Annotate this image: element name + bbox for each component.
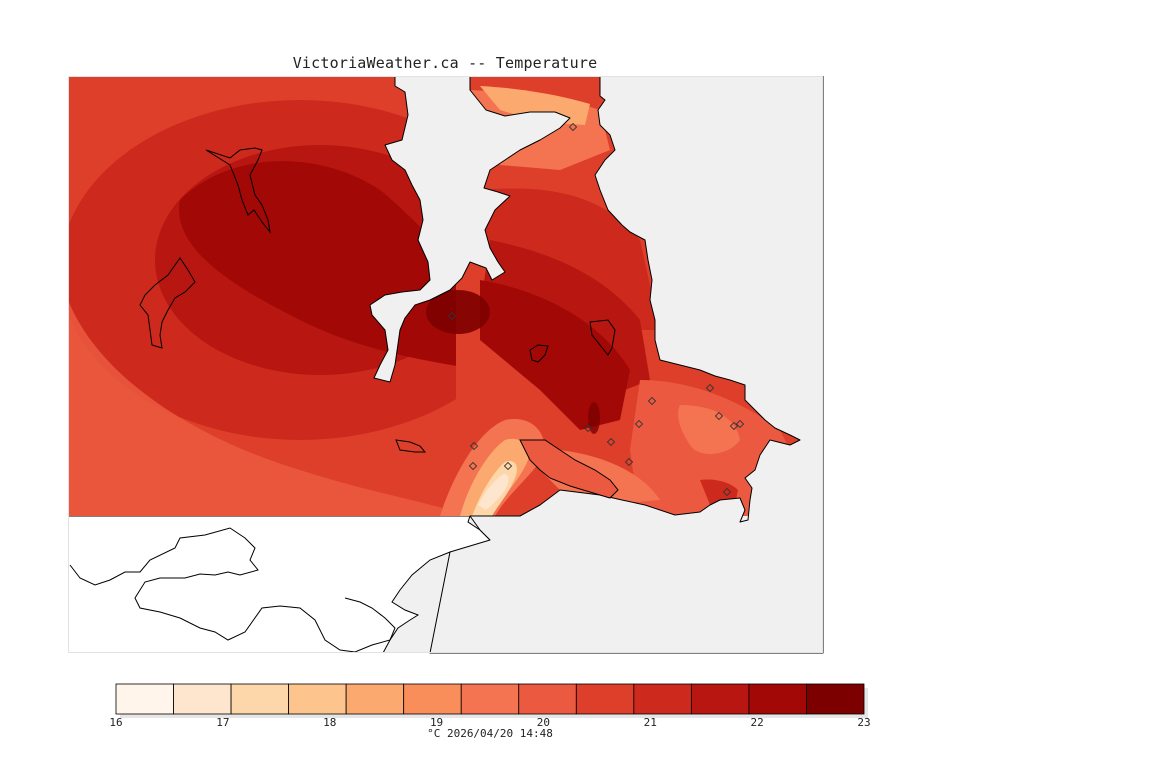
legend-bin-8 <box>518 683 577 715</box>
station-marker-13 <box>729 421 739 431</box>
legend-tick-22: 22 <box>751 716 764 726</box>
station-marker-11 <box>705 383 715 393</box>
juan-de-fuca-strait <box>519 439 619 499</box>
station-marker-8 <box>624 457 634 467</box>
station-marker-15 <box>722 487 732 497</box>
lakes <box>139 147 616 453</box>
legend-tick-16: 16 <box>110 716 123 726</box>
map-frame <box>68 76 823 653</box>
legend-bin-3 <box>230 683 290 715</box>
legend-bin-1 <box>115 683 174 715</box>
legend-bin-7 <box>460 683 520 715</box>
legend-bin-12 <box>748 683 807 715</box>
station-marker-6 <box>583 423 593 433</box>
station-marker-4 <box>468 461 478 471</box>
legend-bin-2 <box>173 683 232 715</box>
sea-areas <box>369 76 571 383</box>
legend-bin-5 <box>345 683 405 715</box>
legend-bin-4 <box>288 683 347 715</box>
station-marker-5 <box>503 461 513 471</box>
station-marker-9 <box>634 419 644 429</box>
haro-strait <box>429 76 824 654</box>
legend-tick-20: 20 <box>537 716 550 726</box>
temperature-map <box>68 76 824 654</box>
legend-tick-21: 21 <box>644 716 657 726</box>
station-marker-10 <box>647 396 657 406</box>
legend-tick-17: 17 <box>216 716 229 726</box>
station-marker-3 <box>469 441 479 451</box>
legend-bin-11 <box>690 683 750 715</box>
legend-tick-19: 19 <box>430 716 443 726</box>
legend-bin-9 <box>575 683 635 715</box>
legend-bin-10 <box>633 683 692 715</box>
legend-ticks: 16 17 18 19 20 21 22 23 <box>110 716 871 726</box>
station-marker-14 <box>735 419 745 429</box>
legend-tick-18: 18 <box>323 716 336 726</box>
legend-bin-6 <box>403 683 462 715</box>
station-marker-7 <box>606 437 616 447</box>
station-marker-12 <box>714 411 724 421</box>
station-markers <box>447 122 745 497</box>
legend-tick-23: 23 <box>857 716 870 726</box>
chart-title: VictoriaWeather.ca -- Temperature <box>292 54 598 72</box>
legend-bins <box>115 683 865 715</box>
station-marker-1 <box>447 311 457 321</box>
legend-caption: °C 2026/04/20 14:48 <box>427 727 553 740</box>
color-legend: 16 17 18 19 20 21 22 23 <box>110 683 871 726</box>
olympic-coastline <box>69 527 396 653</box>
station-marker-2 <box>568 122 578 132</box>
legend-bin-13 <box>806 683 865 715</box>
